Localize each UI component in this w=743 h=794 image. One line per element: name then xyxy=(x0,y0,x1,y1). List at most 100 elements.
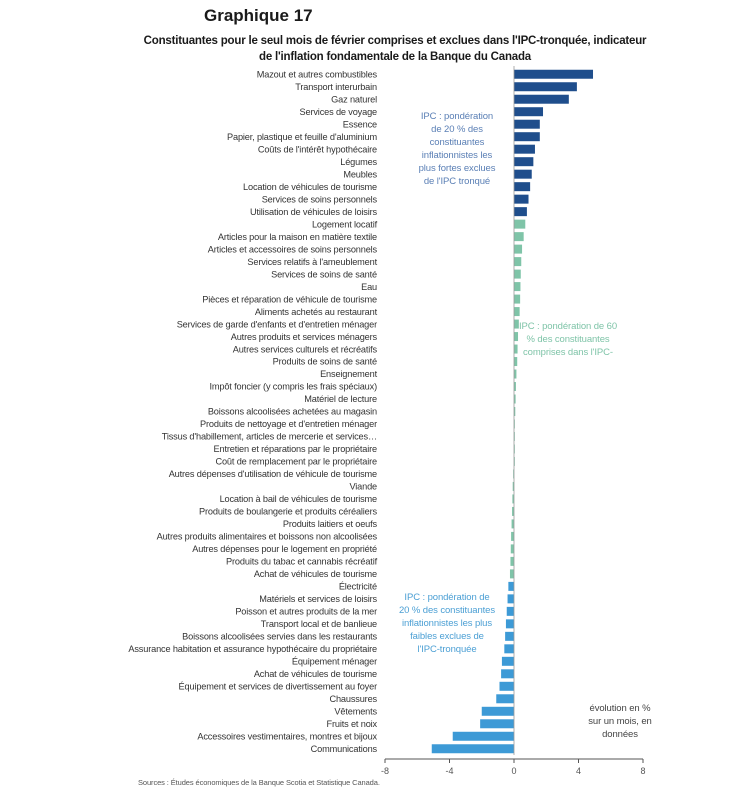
bar xyxy=(514,431,515,441)
category-label: Services relatifs à l'ameublement xyxy=(247,257,377,267)
bar xyxy=(501,656,514,666)
category-label: Papier, plastique et feuille d'aluminium xyxy=(227,132,377,142)
category-label: Boissons alcoolisées achetées au magasin xyxy=(208,407,377,417)
bar xyxy=(514,369,517,379)
bar xyxy=(514,357,518,367)
category-label: Location à bail de véhicules de tourisme xyxy=(220,494,377,504)
category-label: Équipement et services de divertissement… xyxy=(179,682,378,692)
bar xyxy=(514,144,535,154)
annotation-middle-included: IPC : pondération de 60 % des constituan… xyxy=(518,321,618,358)
bar xyxy=(514,269,521,279)
bar xyxy=(514,419,515,429)
bar xyxy=(512,494,514,504)
category-label: Équipement ménager xyxy=(292,657,377,667)
bar xyxy=(431,744,514,754)
source-note: Sources : Études économiques de la Banqu… xyxy=(138,778,380,787)
bar xyxy=(514,94,569,104)
chart-subtitle: Constituantes pour le seul mois de févri… xyxy=(143,35,647,63)
x-tick-label: -8 xyxy=(381,766,389,776)
bar xyxy=(514,107,544,117)
category-label: Services de soins de santé xyxy=(271,269,377,279)
annotation-top-excluded: IPC : pondération de 20 % des constituan… xyxy=(418,111,496,187)
category-label: Autres services culturels et récréatifs xyxy=(233,344,378,354)
bar xyxy=(452,731,514,741)
category-label: Impôt foncier (y compris les frais spéci… xyxy=(209,382,377,392)
bar xyxy=(507,594,514,604)
category-label: Produits de nettoyage et d'entretien mén… xyxy=(200,419,377,429)
bar xyxy=(505,619,514,629)
bar xyxy=(513,469,514,479)
category-label: Autres produits et services ménagers xyxy=(231,332,378,342)
category-label: Produits de soins de santé xyxy=(273,357,377,367)
bar xyxy=(514,294,521,304)
category-label: Services de garde d'enfants et d'entreti… xyxy=(177,319,377,329)
bar xyxy=(481,706,514,716)
bar xyxy=(514,69,594,79)
bar xyxy=(514,169,532,179)
category-label: Services de soins personnels xyxy=(262,194,378,204)
x-tick-label: -4 xyxy=(445,766,453,776)
category-label: Autres dépenses pour le logement en prop… xyxy=(192,544,377,554)
category-label: Boissons alcoolisées servies dans les re… xyxy=(182,632,377,642)
category-label: Autres dépenses d'utilisation de véhicul… xyxy=(169,469,377,479)
bar xyxy=(514,82,577,92)
category-label: Meubles xyxy=(343,169,377,179)
category-label: Communications xyxy=(311,744,378,754)
category-label: Poisson et autres produits de la mer xyxy=(235,607,377,617)
category-label: Coûts de l'intérêt hypothécaire xyxy=(258,144,377,154)
bar xyxy=(480,719,514,729)
category-label: Location de véhicules de tourisme xyxy=(243,182,377,192)
category-label: Produits du tabac et cannabis récréatif xyxy=(226,557,378,567)
bar xyxy=(514,307,520,317)
bar xyxy=(514,219,526,229)
bar xyxy=(509,569,514,579)
bar xyxy=(514,319,519,329)
x-tick-label: 4 xyxy=(576,766,581,776)
bar xyxy=(514,244,523,254)
category-label: Entretien et réparations par le propriét… xyxy=(214,444,378,454)
bar xyxy=(506,606,514,616)
bar xyxy=(514,407,516,416)
category-label: Gaz naturel xyxy=(331,94,377,104)
bar xyxy=(504,644,514,654)
bar xyxy=(508,581,514,591)
category-label: Articles pour la maison en matière texti… xyxy=(218,232,377,242)
category-label: Eau xyxy=(361,282,377,292)
category-label: Transport local et de banlieue xyxy=(261,619,377,629)
category-label: Matériels et services de loisirs xyxy=(259,594,377,604)
category-label: Coût de remplacement par le propriétaire xyxy=(215,457,377,467)
bar xyxy=(512,506,514,516)
category-label: Accessoires vestimentaires, montres et b… xyxy=(197,731,377,741)
category-label: Essence xyxy=(343,119,377,129)
category-label: Achat de véhicules de tourisme xyxy=(254,569,377,579)
bar xyxy=(514,282,521,292)
x-tick-label: 8 xyxy=(640,766,645,776)
category-label: Assurance habitation et assurance hypoth… xyxy=(128,644,377,654)
category-label: Utilisation de véhicules de loisirs xyxy=(250,207,378,217)
bar xyxy=(514,207,527,217)
category-label: Tissus d'habillement, articles de mercer… xyxy=(162,432,377,442)
bar xyxy=(511,531,514,541)
bar xyxy=(514,157,534,167)
bar xyxy=(510,556,514,566)
bar xyxy=(514,132,540,142)
bar xyxy=(514,394,516,404)
bar xyxy=(514,182,531,192)
category-label: Pièces et réparation de véhicule de tour… xyxy=(202,294,377,304)
category-label: Légumes xyxy=(340,157,377,167)
category-label: Articles et accessoires de soins personn… xyxy=(208,244,378,254)
category-label: Vêtements xyxy=(334,706,377,716)
category-label: Autres produits alimentaires et boissons… xyxy=(157,532,378,542)
annotation-bottom-excluded: IPC : pondération de 20 % des constituan… xyxy=(398,592,496,655)
bar xyxy=(514,119,540,129)
bar xyxy=(511,519,514,529)
bar xyxy=(499,681,514,691)
category-label: Mazout et autres combustibles xyxy=(257,69,378,79)
category-label: Viande xyxy=(349,482,377,492)
bar xyxy=(514,257,522,267)
category-label: Produits de boulangerie et produits céré… xyxy=(199,507,378,517)
category-label: Matériel de lecture xyxy=(304,394,377,404)
bar xyxy=(512,481,514,491)
bar xyxy=(514,344,518,354)
